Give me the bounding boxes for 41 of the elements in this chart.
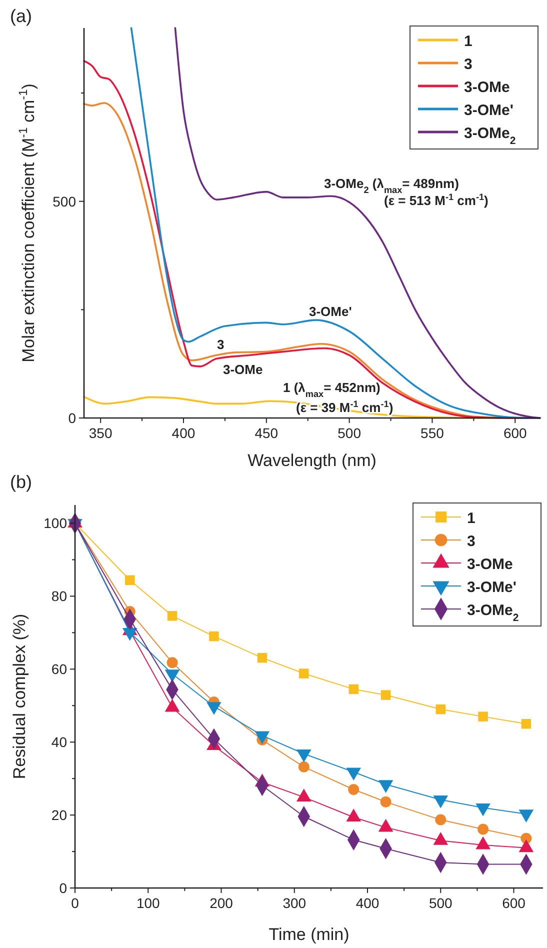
y-tick-label: 500 bbox=[52, 193, 76, 210]
x-tick-label: 350 bbox=[88, 425, 112, 441]
legend-label: 3-OMe' bbox=[467, 579, 516, 596]
annotation: 3-OMe$_{2}$ (λ$_{max}$= 489nm) bbox=[324, 176, 459, 195]
x-tick-label: 550 bbox=[420, 425, 444, 441]
annotation: 3-OMe bbox=[223, 362, 263, 377]
legend-label: 1 bbox=[467, 510, 476, 527]
legend-label: 3-OMe bbox=[467, 556, 513, 573]
y-tick-label: 20 bbox=[51, 807, 68, 824]
y-axis-title: Residual complex (%) bbox=[10, 614, 29, 780]
x-tick-label: 200 bbox=[210, 895, 234, 911]
annotation: (ε = 513 M$^{-1}$ cm$^{-1}$) bbox=[384, 192, 488, 208]
chart-title: (b) bbox=[10, 472, 32, 492]
x-tick-label: 600 bbox=[503, 425, 528, 441]
annotation: 3-OMe' bbox=[309, 304, 352, 319]
y-tick-label: 40 bbox=[51, 734, 68, 750]
x-tick-label: 500 bbox=[428, 895, 453, 911]
y-tick-label: 0 bbox=[59, 880, 68, 896]
legend-label: 3 bbox=[464, 56, 472, 73]
x-tick-label: 400 bbox=[172, 425, 196, 441]
x-tick-label: 600 bbox=[502, 895, 526, 911]
x-axis-title: Wavelength (nm) bbox=[248, 451, 376, 470]
x-tick-label: 100 bbox=[136, 895, 160, 911]
x-tick-label: 300 bbox=[282, 895, 306, 911]
annotation: 3 bbox=[217, 337, 224, 352]
x-tick-label: 450 bbox=[254, 425, 278, 441]
legend-label: 3 bbox=[467, 533, 476, 550]
x-tick-label: 500 bbox=[338, 425, 362, 441]
y-tick-label: 60 bbox=[51, 661, 68, 678]
chart-title: (a) bbox=[10, 6, 32, 26]
x-axis-title: Time (min) bbox=[268, 925, 350, 944]
legend-label: 3-OMe$_{2}$ bbox=[464, 125, 516, 147]
legend-label: 3-OMe' bbox=[464, 102, 514, 119]
legend-label: 3-OMe$_{2}$ bbox=[467, 602, 519, 624]
legend-label: 1 bbox=[464, 33, 472, 50]
y-tick-label: 100 bbox=[44, 515, 68, 532]
annotation: 1 (λ$_{max}$= 452nm) bbox=[283, 380, 380, 399]
legend-label: 3-OMe bbox=[464, 79, 510, 96]
y-tick-label: 0 bbox=[68, 410, 76, 426]
y-tick-label: 80 bbox=[51, 588, 68, 604]
x-tick-label: 400 bbox=[356, 895, 380, 911]
